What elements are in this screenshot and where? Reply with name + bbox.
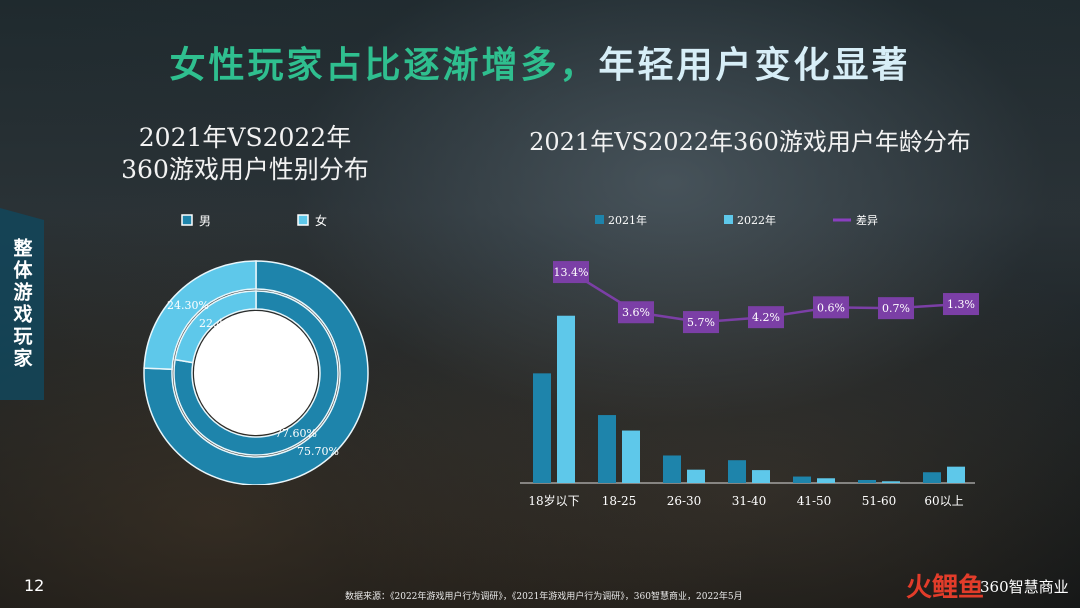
bar-2022-4 <box>817 478 835 483</box>
diff-label-5: 0.7% <box>882 302 910 315</box>
bar-2022-5 <box>882 481 900 483</box>
bar-2021-3 <box>728 460 746 483</box>
diff-label-2: 5.7% <box>687 316 715 329</box>
diff-label-1: 3.6% <box>622 306 650 319</box>
data-source: 数据来源：《2022年游戏用户行为调研》，《2021年游戏用户行为调研》，360… <box>345 592 743 602</box>
legend-label-2022: 2022年 <box>737 213 776 227</box>
gender-chart-title: 2021年VS2022年 360游戏用户性别分布 <box>100 122 390 186</box>
donut-slice-outer-female <box>143 260 257 371</box>
logo-mark: 火鲤鱼 <box>906 573 984 603</box>
x-tick-6: 60以上 <box>924 494 963 508</box>
diff-label-box-3 <box>748 306 784 329</box>
bar-2021-0 <box>533 373 551 483</box>
side-tab-label: 整体游戏玩家 <box>10 238 33 370</box>
label-inner-female: 22.40% <box>199 317 241 330</box>
legend-label-2021: 2021年 <box>608 213 647 227</box>
legend-swatch-2021 <box>595 215 604 224</box>
age-bar-chart: 2021年 2022年 差异 13.4% 3.6% 5.7% 4.2% 0.6% 0.7%… <box>520 213 979 508</box>
diff-label-box-0 <box>553 261 589 284</box>
diff-label-3: 4.2% <box>752 311 780 324</box>
donut-slice-outer-male <box>143 260 369 485</box>
logo-text: 360智慧商业 <box>980 578 1069 596</box>
bar-2021-1 <box>598 415 616 483</box>
x-tick-2: 26-30 <box>667 494 702 508</box>
bar-2022-2 <box>687 469 705 483</box>
donut-slice-inner-male <box>173 290 339 456</box>
diff-label-box-6 <box>943 293 979 316</box>
bar-2022-6 <box>947 466 965 483</box>
x-tick-3: 31-40 <box>732 494 767 508</box>
bar-2021-2 <box>663 455 681 483</box>
x-tick-4: 41-50 <box>797 494 832 508</box>
gender-donut-chart: 男 女 内圈2021年 外圈2022年 22.40% 24.30% 77.60%… <box>143 213 369 485</box>
bar-2022-1 <box>622 430 640 483</box>
title-part-2: 年轻用户变化显著 <box>598 45 911 86</box>
x-tick-5: 51-60 <box>862 494 897 508</box>
x-tick-1: 18-25 <box>602 494 637 508</box>
legend-label-male: 男 <box>199 214 211 228</box>
center-label-inner: 内圈2021年 <box>209 356 303 376</box>
bar-2022-3 <box>752 470 770 483</box>
gender-chart-title-line2: 360游戏用户性别分布 <box>121 155 369 184</box>
diff-label-4: 0.6% <box>817 301 845 314</box>
diff-label-0: 13.4% <box>554 266 589 279</box>
label-outer-male: 75.70% <box>297 445 339 458</box>
diff-label-box-1 <box>618 301 654 324</box>
donut-slice-inner-female <box>174 290 257 364</box>
page-number: 12 <box>24 576 45 595</box>
bar-2021-5 <box>858 479 876 483</box>
bar-2021-6 <box>923 472 941 483</box>
age-chart-title: 2021年VS2022年360游戏用户年龄分布 <box>529 128 971 156</box>
legend-label-diff: 差异 <box>856 213 878 227</box>
legend-swatch-2022 <box>724 215 733 224</box>
legend-swatch-male <box>181 214 193 226</box>
side-tab: 整体游戏玩家 <box>0 208 44 400</box>
legend-swatch-female <box>297 214 309 226</box>
page-title: 女性玩家占比逐渐增多，年轻用户变化显著 <box>0 36 1080 88</box>
x-tick-0: 18岁以下 <box>528 493 579 508</box>
diff-label-6: 1.3% <box>947 298 975 311</box>
title-part-1: 女性玩家占比逐渐增多， <box>169 45 599 86</box>
center-label-outer: 外圈2022年 <box>209 379 303 399</box>
diff-label-box-4 <box>813 296 849 319</box>
bar-2022-0 <box>557 315 575 483</box>
legend-label-female: 女 <box>315 213 327 228</box>
gender-legend: 男 女 <box>181 213 327 228</box>
label-outer-female: 24.30% <box>167 299 209 312</box>
bar-2021-4 <box>793 476 811 483</box>
gender-chart-title-line1: 2021年VS2022年 <box>138 123 352 152</box>
donut-center <box>194 311 318 435</box>
logo: 火鲤鱼 360智慧商业 <box>906 573 1069 603</box>
diff-label-box-2 <box>683 311 719 334</box>
age-legend: 2021年 2022年 差异 <box>595 213 878 227</box>
diff-label-box-5 <box>878 297 914 320</box>
label-inner-male: 77.60% <box>275 427 317 440</box>
